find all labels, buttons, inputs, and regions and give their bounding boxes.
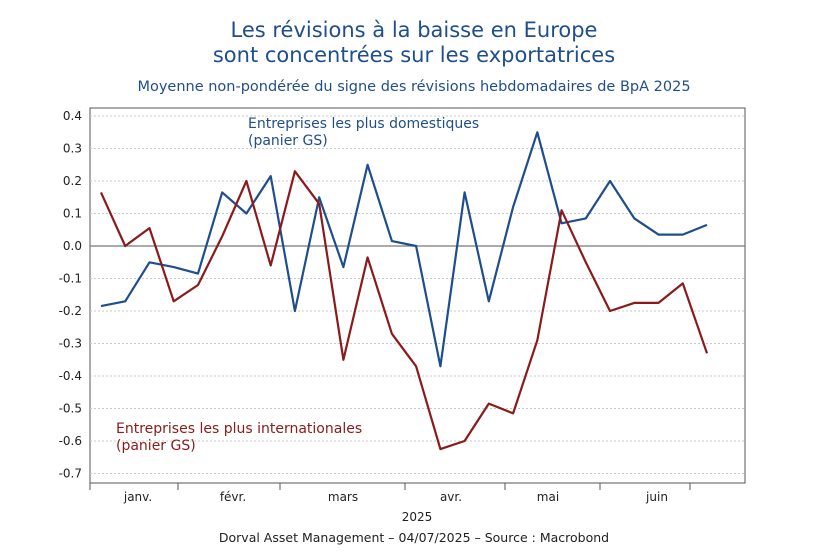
series-annotation-international: Entreprises les plus internationales <box>116 421 362 437</box>
chart-title: Les révisions à la baisse en Europe sont… <box>0 18 828 68</box>
series-annotation-domestic: Entreprises les plus domestiques <box>248 116 479 132</box>
y-tick-label: -0.3 <box>59 337 82 351</box>
x-tick-label: janv. <box>123 490 152 504</box>
y-tick-label: 0.2 <box>63 174 82 188</box>
series-line-domestic <box>100 131 708 368</box>
y-tick-label: -0.6 <box>59 434 82 448</box>
x-tick-label: mai <box>537 490 559 504</box>
y-tick-label: 0.4 <box>63 109 82 123</box>
y-tick-label: -0.1 <box>59 272 82 286</box>
series-annotations: Entreprises les plus domestiques(panier … <box>116 116 479 454</box>
y-tick-label: 0.3 <box>63 142 82 156</box>
x-axis-label: 2025 <box>402 510 433 524</box>
y-tick-label: 0.0 <box>63 239 82 253</box>
series-annotation-international: (panier GS) <box>116 438 196 454</box>
grid-lines <box>89 107 746 484</box>
x-tick-label: juin <box>645 490 668 504</box>
x-tick-label: mars <box>328 490 358 504</box>
x-tick-label: févr. <box>220 490 246 504</box>
chart-subtitle: Moyenne non-pondérée du signe des révisi… <box>137 79 691 95</box>
series-annotation-domestic: (panier GS) <box>248 133 328 149</box>
y-tick-label: -0.7 <box>59 467 82 481</box>
y-axis-ticks: 0.4 0.3 0.2 0.1 0.0 -0.1 -0.2 -0.3 -0.4 -0.5 -0.6 -… <box>59 109 82 481</box>
x-tick-label: avr. <box>440 490 462 504</box>
y-tick-label: 0.1 <box>63 207 82 221</box>
series-lines <box>99 131 709 451</box>
y-tick-label: -0.5 <box>59 402 82 416</box>
y-tick-label: -0.4 <box>59 369 82 383</box>
x-axis: janv. févr. mars avr. mai juin <box>89 483 691 504</box>
series-line-international <box>99 170 709 451</box>
y-tick-label: -0.2 <box>59 304 82 318</box>
source-footer: Dorval Asset Management – 04/07/2025 – S… <box>218 530 610 545</box>
chart-title-line-2: sont concentrées sur les exportatrices <box>212 43 616 67</box>
plot-frame <box>89 107 746 484</box>
chart-title-line-1: Les révisions à la baisse en Europe <box>230 18 598 42</box>
